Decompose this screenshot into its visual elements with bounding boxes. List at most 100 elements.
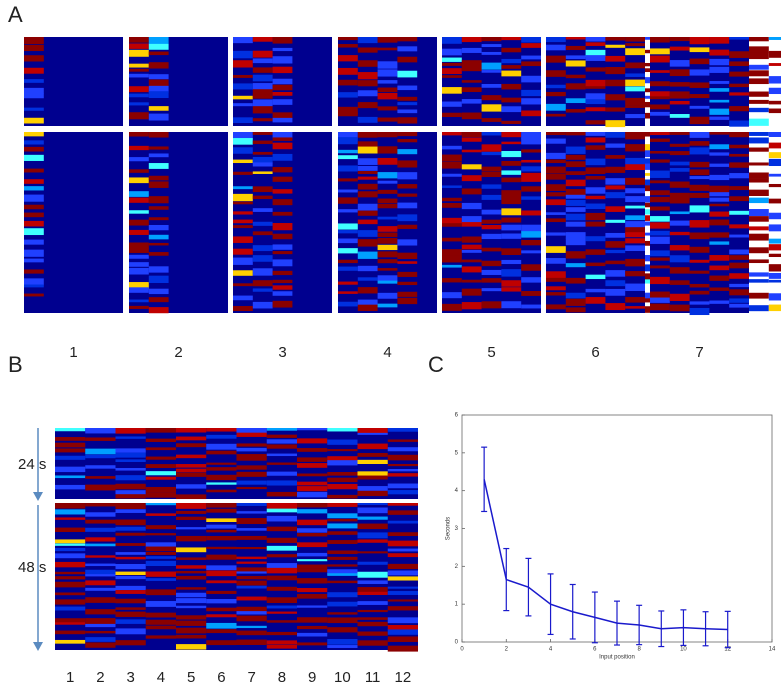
heatmap-cell (565, 161, 586, 168)
heatmap-cell (546, 271, 566, 279)
heatmap-cell (338, 197, 358, 204)
heatmap-cell (625, 271, 645, 277)
heatmap-cell (148, 146, 169, 150)
heatmap-cell (625, 73, 645, 77)
heatmap-cell (768, 238, 781, 244)
heatmap-cell (521, 196, 541, 200)
heatmap-cell (176, 592, 207, 598)
heatmap-cell (338, 189, 358, 193)
heatmap-cell (442, 75, 462, 78)
panel-label: C (428, 352, 444, 377)
heatmap-cell (650, 236, 670, 244)
heatmap-cell (397, 261, 418, 264)
heatmap-cell (252, 140, 273, 145)
heatmap-cell (669, 181, 690, 188)
heatmap-cell (115, 607, 146, 610)
heatmap-cell (206, 518, 237, 522)
heatmap-cell (709, 99, 730, 103)
heatmap-cell (669, 151, 690, 156)
heatmap-cell (145, 464, 176, 469)
y-tick-label: 1 (455, 602, 459, 608)
heatmap-cell (461, 266, 482, 273)
heatmap-cell (397, 224, 418, 229)
heatmap-cell (546, 184, 566, 191)
heatmap-cell (669, 245, 690, 251)
heatmap-cell (85, 637, 116, 642)
heatmap-cell (565, 251, 586, 259)
heatmap-cell (521, 159, 541, 163)
heatmap-cell (176, 547, 207, 553)
heatmap-cell (565, 263, 586, 268)
heatmap-cell (176, 644, 207, 650)
column-label: 5 (487, 344, 495, 361)
column-label: 6 (591, 344, 599, 361)
heatmap-cell (377, 47, 398, 51)
heatmap-cell (357, 37, 378, 44)
heatmap-cell (145, 601, 176, 607)
column-label: 7 (247, 669, 255, 686)
heatmap-cell (749, 78, 769, 85)
heatmap-cell (266, 611, 297, 614)
heatmap-cell (252, 37, 273, 42)
heatmap-cell (233, 257, 253, 265)
heatmap-cell (481, 44, 502, 48)
heatmap-cell (24, 228, 44, 236)
heatmap-cell (605, 143, 626, 148)
heatmap-cell (461, 65, 482, 72)
heatmap-cell (605, 303, 626, 311)
heatmap-cell (115, 590, 146, 594)
heatmap-cell (768, 224, 781, 232)
heatmap-cell (297, 463, 328, 468)
heatmap-cell (387, 454, 418, 461)
heatmap-cell (148, 224, 169, 231)
heatmap-cell (357, 571, 388, 578)
heatmap-cell (768, 108, 781, 114)
heatmap-cell (272, 56, 293, 64)
heatmap-cell (266, 428, 297, 431)
heatmap-cell (115, 526, 146, 531)
heatmap-cell (272, 211, 293, 216)
heatmap-cell (327, 428, 358, 432)
heatmap-cell (338, 137, 358, 145)
heatmap-cell (145, 533, 176, 536)
heatmap-cell (206, 434, 237, 439)
heatmap-cell (397, 102, 418, 106)
heatmap-cell (585, 37, 606, 42)
arrow-head (33, 642, 43, 651)
heatmap-cell (24, 79, 44, 83)
heatmap-cell (338, 248, 358, 254)
heatmap-cell (387, 591, 418, 595)
heatmap-cell (605, 66, 626, 75)
heatmap-cell (297, 438, 328, 444)
heatmap-cell (233, 132, 253, 139)
heatmap-cell (625, 215, 645, 221)
heatmap-cell (129, 112, 149, 120)
heatmap-cell (387, 576, 418, 581)
heatmap-cell (129, 219, 149, 226)
heatmap-cell (55, 618, 86, 623)
heatmap-cell (501, 301, 522, 309)
heatmap-cell (206, 622, 237, 629)
heatmap-cell (397, 96, 418, 101)
heatmap-cell (521, 186, 541, 192)
heatmap-cell (357, 617, 388, 620)
heatmap-cell (55, 553, 86, 559)
heatmap-cell (145, 560, 176, 567)
heatmap-cell (233, 219, 253, 224)
heatmap-cell (546, 103, 566, 111)
heatmap-cell (85, 574, 116, 577)
column-label: 4 (157, 669, 165, 686)
heatmap-cell (297, 473, 328, 477)
heatmap-cell (55, 599, 86, 605)
heatmap-cell (176, 605, 207, 609)
heatmap-cell (252, 231, 273, 236)
heatmap-cell (377, 146, 398, 154)
heatmap-cell (729, 153, 749, 157)
heatmap-cell (546, 232, 566, 236)
heatmap-cell (585, 67, 606, 72)
heatmap-cell (266, 567, 297, 574)
heatmap-cell (176, 436, 207, 441)
heatmap-cell (768, 87, 781, 95)
heatmap-cell (501, 70, 522, 77)
